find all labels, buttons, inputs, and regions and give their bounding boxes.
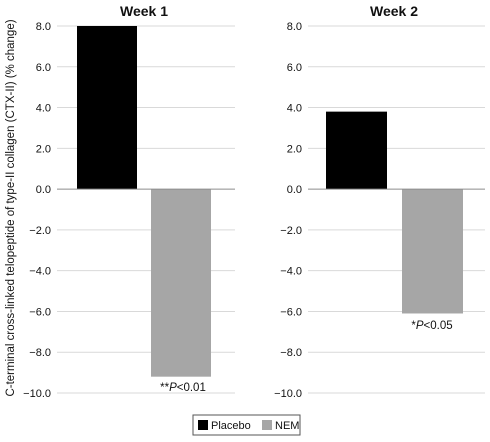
- legend: Placebo NEM: [192, 414, 301, 436]
- y-tick-label: 6.0: [36, 62, 51, 74]
- y-tick-label: 0.0: [287, 184, 302, 196]
- y-tick-label: −4.0: [280, 266, 302, 278]
- legend-label-placebo: Placebo: [211, 420, 251, 432]
- legend-label-nem: NEM: [275, 420, 299, 432]
- significance-annotation: **P<0.01: [160, 382, 206, 394]
- y-tick-label: 8.0: [287, 21, 302, 33]
- y-tick-label: 2.0: [287, 143, 302, 155]
- y-axis-label: C-terminal cross-linked telopeptide of t…: [5, 19, 17, 396]
- y-tick-label: −4.0: [29, 266, 51, 278]
- y-tick-label: 6.0: [287, 62, 302, 74]
- y-tick-label: −2.0: [280, 225, 302, 237]
- panel-2: Week 2 8.0 6.0 4.0 2.0 0.0 −2.0 −4.0 −6.0 −8.0 −10…: [274, 3, 485, 400]
- y-tick-label: −6.0: [29, 306, 51, 318]
- y-tick-label: 8.0: [36, 21, 51, 33]
- panel-title: Week 1: [120, 3, 168, 19]
- significance-annotation: *P<0.05: [411, 320, 452, 332]
- y-tick-label: −10.0: [274, 388, 302, 400]
- chart-panels: Week 1 8.0 6.0 4.0 2.0 0.0 −2.0 −4.0 −6.0 −8.0 −10…: [23, 3, 485, 400]
- bar-nem: [151, 189, 211, 377]
- y-tick-label: −6.0: [280, 306, 302, 318]
- y-tick-label: 4.0: [36, 103, 51, 115]
- legend-swatch-placebo: [198, 420, 208, 430]
- y-tick-label: −2.0: [29, 225, 51, 237]
- bar-nem: [402, 189, 463, 314]
- bar-placebo: [326, 111, 387, 190]
- y-tick-label: −8.0: [29, 347, 51, 359]
- y-tick-label: −10.0: [23, 388, 51, 400]
- panel-1: Week 1 8.0 6.0 4.0 2.0 0.0 −2.0 −4.0 −6.0 −8.0 −10…: [23, 3, 235, 400]
- legend-box: [192, 414, 301, 436]
- y-tick-label: 4.0: [287, 103, 302, 115]
- y-tick-label: −8.0: [280, 347, 302, 359]
- panel-title: Week 2: [370, 3, 418, 19]
- bar-placebo: [77, 26, 137, 190]
- y-tick-label: 0.0: [36, 184, 51, 196]
- legend-swatch-nem: [262, 420, 272, 430]
- y-tick-label: 2.0: [36, 143, 51, 155]
